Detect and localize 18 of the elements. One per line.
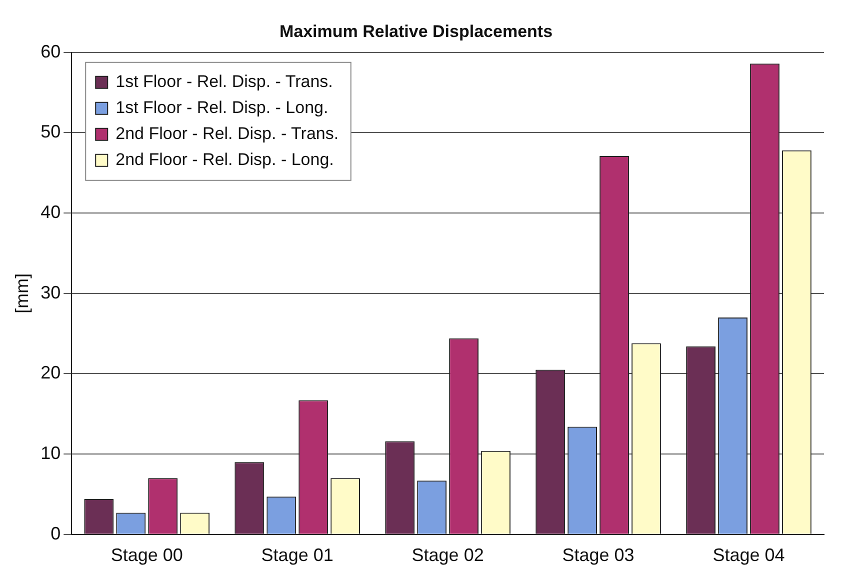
legend-label: 1st Floor - Rel. Disp. - Long. bbox=[116, 98, 328, 118]
y-tick-label: 10 bbox=[40, 443, 61, 464]
legend-label: 1st Floor - Rel. Disp. - Trans. bbox=[116, 72, 333, 92]
legend-label: 2nd Floor - Rel. Disp. - Long. bbox=[116, 150, 334, 170]
y-tick-label: 20 bbox=[40, 362, 61, 383]
legend-label: 2nd Floor - Rel. Disp. - Trans. bbox=[116, 124, 339, 144]
x-tick-label: Stage 04 bbox=[712, 545, 785, 566]
chart-title: Maximum Relative Displacements bbox=[279, 22, 553, 41]
y-axis-title: [mm] bbox=[12, 273, 32, 314]
y-tick-label: 50 bbox=[40, 122, 61, 142]
y-tick-label: 40 bbox=[40, 202, 61, 222]
y-tick-label: 30 bbox=[40, 282, 61, 302]
y-tick-label: 60 bbox=[40, 41, 61, 62]
x-tick-label: Stage 01 bbox=[261, 545, 334, 566]
x-tick-label: Stage 00 bbox=[110, 545, 183, 566]
y-tick-label: 0 bbox=[50, 523, 61, 544]
x-tick-label: Stage 03 bbox=[562, 545, 634, 566]
x-tick-label: Stage 02 bbox=[412, 545, 484, 566]
